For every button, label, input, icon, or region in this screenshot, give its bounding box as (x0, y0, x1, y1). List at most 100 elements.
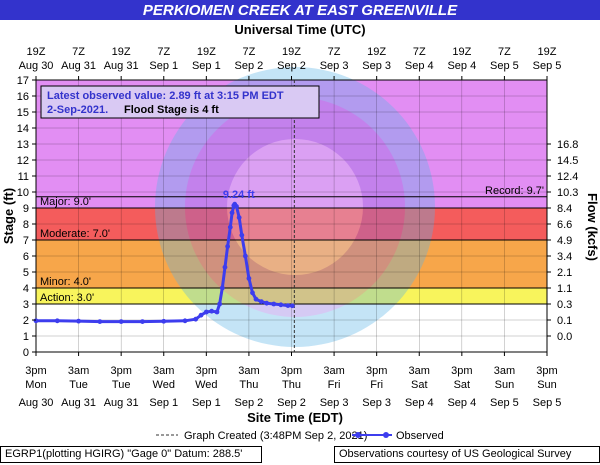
observed-point (182, 318, 188, 324)
observed-point (222, 264, 228, 270)
y-tick-label: 11 (18, 171, 29, 183)
top-tick-time: 19Z (282, 46, 301, 58)
observed-point (285, 303, 291, 308)
bottom-tick-date: Sep 1 (149, 397, 178, 409)
y-tick-label: 17 (17, 75, 29, 87)
bottom-tick-date: Sep 2 (277, 397, 306, 409)
flow-tick-label: 6.6 (557, 219, 572, 231)
observed-point (97, 319, 103, 324)
bottom-tick-time: 3am (238, 365, 259, 377)
observed-point (198, 312, 204, 318)
latest-value-box: Latest observed value: 2.89 ft at 3:15 P… (40, 85, 320, 119)
bottom-tick-day: Sat (411, 379, 428, 391)
flow-tick-label: 1.1 (557, 283, 572, 295)
observed-line (36, 202, 293, 324)
bottom-tick-date: Sep 1 (192, 397, 221, 409)
top-tick-date: Sep 3 (320, 60, 349, 72)
bottom-tick-time: 3pm (110, 365, 131, 377)
observed-point (236, 215, 242, 221)
top-tick-time: 7Z (242, 46, 255, 58)
top-tick-time: 7Z (413, 46, 426, 58)
flow-axis-label: Flow (kcfs) (585, 193, 600, 261)
bottom-tick-day: Tue (112, 379, 131, 391)
top-tick-date: Sep 5 (490, 60, 519, 72)
top-tick-date: Aug 31 (104, 60, 139, 72)
bottom-tick-date: Sep 5 (533, 397, 562, 409)
bottom-tick-time: 3am (323, 365, 344, 377)
hydrograph-chart: PERKIOMEN CREEK AT EAST GREENVILLE Unive… (0, 0, 600, 425)
band-major (36, 208, 547, 240)
y-tick-label: 16 (17, 91, 29, 103)
bottom-tick-day: Wed (153, 379, 175, 391)
bottom-tick-date: Aug 31 (61, 397, 96, 409)
flow-tick-label: 0.3 (557, 299, 572, 311)
bottom-tick-day: Tue (69, 379, 88, 391)
bottom-tick-day: Sun (537, 379, 557, 391)
top-tick-date: Sep 2 (277, 60, 306, 72)
y-tick-label: 7 (23, 235, 29, 247)
bottom-tick-time: 3pm (281, 365, 302, 377)
top-tick-time: 19Z (27, 46, 46, 58)
bottom-tick-time: 3am (409, 365, 430, 377)
top-tick-time: 19Z (112, 46, 131, 58)
top-tick-date: Sep 5 (533, 60, 562, 72)
observed-point (140, 319, 145, 324)
flood-label-action: Action: 3.0' (40, 292, 94, 304)
flow-tick-label: 3.4 (557, 251, 572, 263)
bottom-tick-day: Thu (239, 379, 258, 391)
observed-point (246, 276, 252, 281)
observed-point (242, 253, 248, 259)
top-tick-time: 7Z (498, 46, 511, 58)
top-tick-date: Sep 1 (192, 60, 221, 72)
bottom-tick-day: Fri (328, 379, 341, 391)
flow-axis-ticks: 0.0 0.1 0.3 1.1 2.1 3.4 4.9 6.6 8.4 10.3 12.4 14.5 1… (547, 139, 578, 343)
bottom-tick-day: Thu (282, 379, 301, 391)
bottom-axis-ticks: 3pm Mon Aug 30 3am Tue Aug 31 3pm Tue Aug 31 3am W… (19, 352, 562, 409)
y-tick-label: 12 (17, 155, 29, 167)
bottom-tick-day: Mon (25, 379, 46, 391)
y-tick-label: 3 (23, 299, 29, 311)
source-credit: Observations courtesy of US Geological S… (334, 446, 600, 463)
top-axis-ticks: 19Z Aug 30 7Z Aug 31 19Z Aug 31 7Z Sep 1 19Z Sep … (19, 46, 562, 80)
observed-point (209, 308, 215, 314)
bottom-tick-day: Fri (370, 379, 383, 391)
observed-point (76, 318, 81, 324)
observed-point (258, 299, 264, 304)
flow-tick-label: 10.3 (557, 187, 578, 199)
y-tick-label: 15 (17, 107, 29, 119)
x-axis-label: Site Time (EDT) (247, 410, 343, 425)
flow-tick-label: 16.8 (557, 139, 578, 151)
observed-point (193, 316, 199, 322)
observed-point (225, 244, 231, 249)
flow-tick-label: 0.0 (557, 331, 572, 343)
bottom-tick-date: Sep 4 (447, 397, 476, 409)
observed-point (234, 204, 239, 209)
y-tick-label: 1 (23, 331, 29, 343)
observed-point (217, 301, 223, 307)
top-tick-date: Sep 2 (235, 60, 264, 72)
observed-point (161, 318, 167, 324)
bottom-tick-date: Sep 3 (320, 397, 349, 409)
y-tick-label: 0 (23, 347, 29, 359)
observed-point (264, 300, 270, 306)
top-tick-date: Aug 31 (61, 60, 96, 72)
y-tick-label: 9 (23, 203, 29, 215)
top-tick-time: 7Z (328, 46, 341, 58)
latest-value-line1: Latest observed value: 2.89 ft at 3:15 P… (47, 90, 284, 102)
bottom-tick-time: 3am (68, 365, 89, 377)
flood-label-record: Record: 9.7' (485, 185, 544, 197)
top-tick-time: 7Z (72, 46, 85, 58)
flood-bands (36, 80, 547, 352)
observed-point (253, 296, 259, 302)
y-axis-label: Stage (ft) (1, 188, 16, 244)
band-record-major (36, 196, 547, 208)
top-tick-time: 19Z (538, 46, 557, 58)
bottom-tick-time: 3am (153, 365, 174, 377)
bottom-tick-date: Sep 3 (362, 397, 391, 409)
top-tick-time: 19Z (452, 46, 471, 58)
bottom-tick-day: Wed (195, 379, 217, 391)
bottom-tick-date: Sep 5 (490, 397, 519, 409)
observed-series (33, 201, 295, 324)
